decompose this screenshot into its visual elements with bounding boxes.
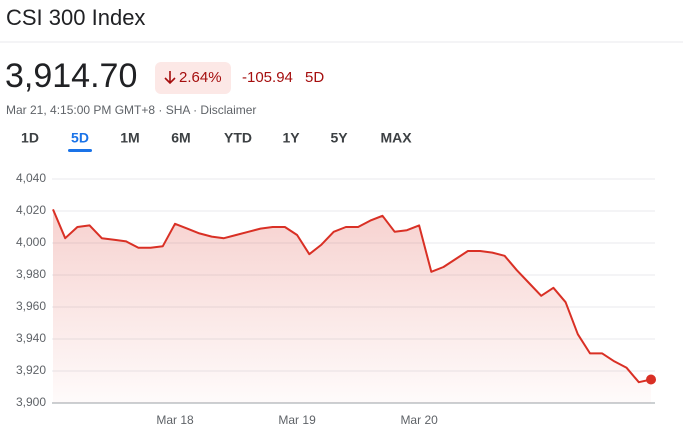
change-period: 5D <box>305 69 324 86</box>
change-percent: 2.64% <box>179 69 222 86</box>
range-tab[interactable]: 1D <box>21 130 39 146</box>
timestamp: Mar 21, 4:15:00 PM GMT+8 · SHA · Disclai… <box>6 103 256 117</box>
y-tick-label: 3,980 <box>16 267 46 281</box>
range-tab[interactable]: 1Y <box>282 130 300 146</box>
range-tab[interactable]: 6M <box>171 130 190 146</box>
range-tab[interactable]: 5D <box>71 130 89 146</box>
x-tick-label: Mar 19 <box>278 413 316 427</box>
y-tick-label: 3,900 <box>16 395 46 409</box>
change-absolute: -105.94 <box>242 69 293 86</box>
range-tab[interactable]: 1M <box>120 130 139 146</box>
y-tick-label: 4,040 <box>16 171 46 185</box>
y-tick-label: 3,940 <box>16 331 46 345</box>
range-tab[interactable]: MAX <box>380 130 412 146</box>
price-line <box>52 209 652 384</box>
selected-underline <box>68 149 92 152</box>
y-tick-label: 3,920 <box>16 363 46 377</box>
last-point <box>646 374 656 385</box>
range-tab[interactable]: YTD <box>224 130 252 146</box>
title: CSI 300 Index <box>6 5 145 30</box>
range-tab[interactable]: 5Y <box>330 130 348 146</box>
change-badge <box>155 62 231 94</box>
down-arrow <box>164 71 176 85</box>
y-tick-label: 4,020 <box>16 203 46 217</box>
price: 3,914.70 <box>5 57 137 95</box>
x-tick-label: Mar 20 <box>400 413 438 427</box>
chart: 3,900 3,920 3,940 3,960 3,980 4,000 4,020 4,040… <box>16 171 656 427</box>
range-tabs: 1D 5D 1M 6M YTD 1Y 5Y MAX <box>21 130 412 152</box>
area <box>53 209 651 403</box>
y-tick-label: 3,960 <box>16 299 46 313</box>
x-tick-label: Mar 18 <box>156 413 194 427</box>
y-tick-label: 4,000 <box>16 235 46 249</box>
